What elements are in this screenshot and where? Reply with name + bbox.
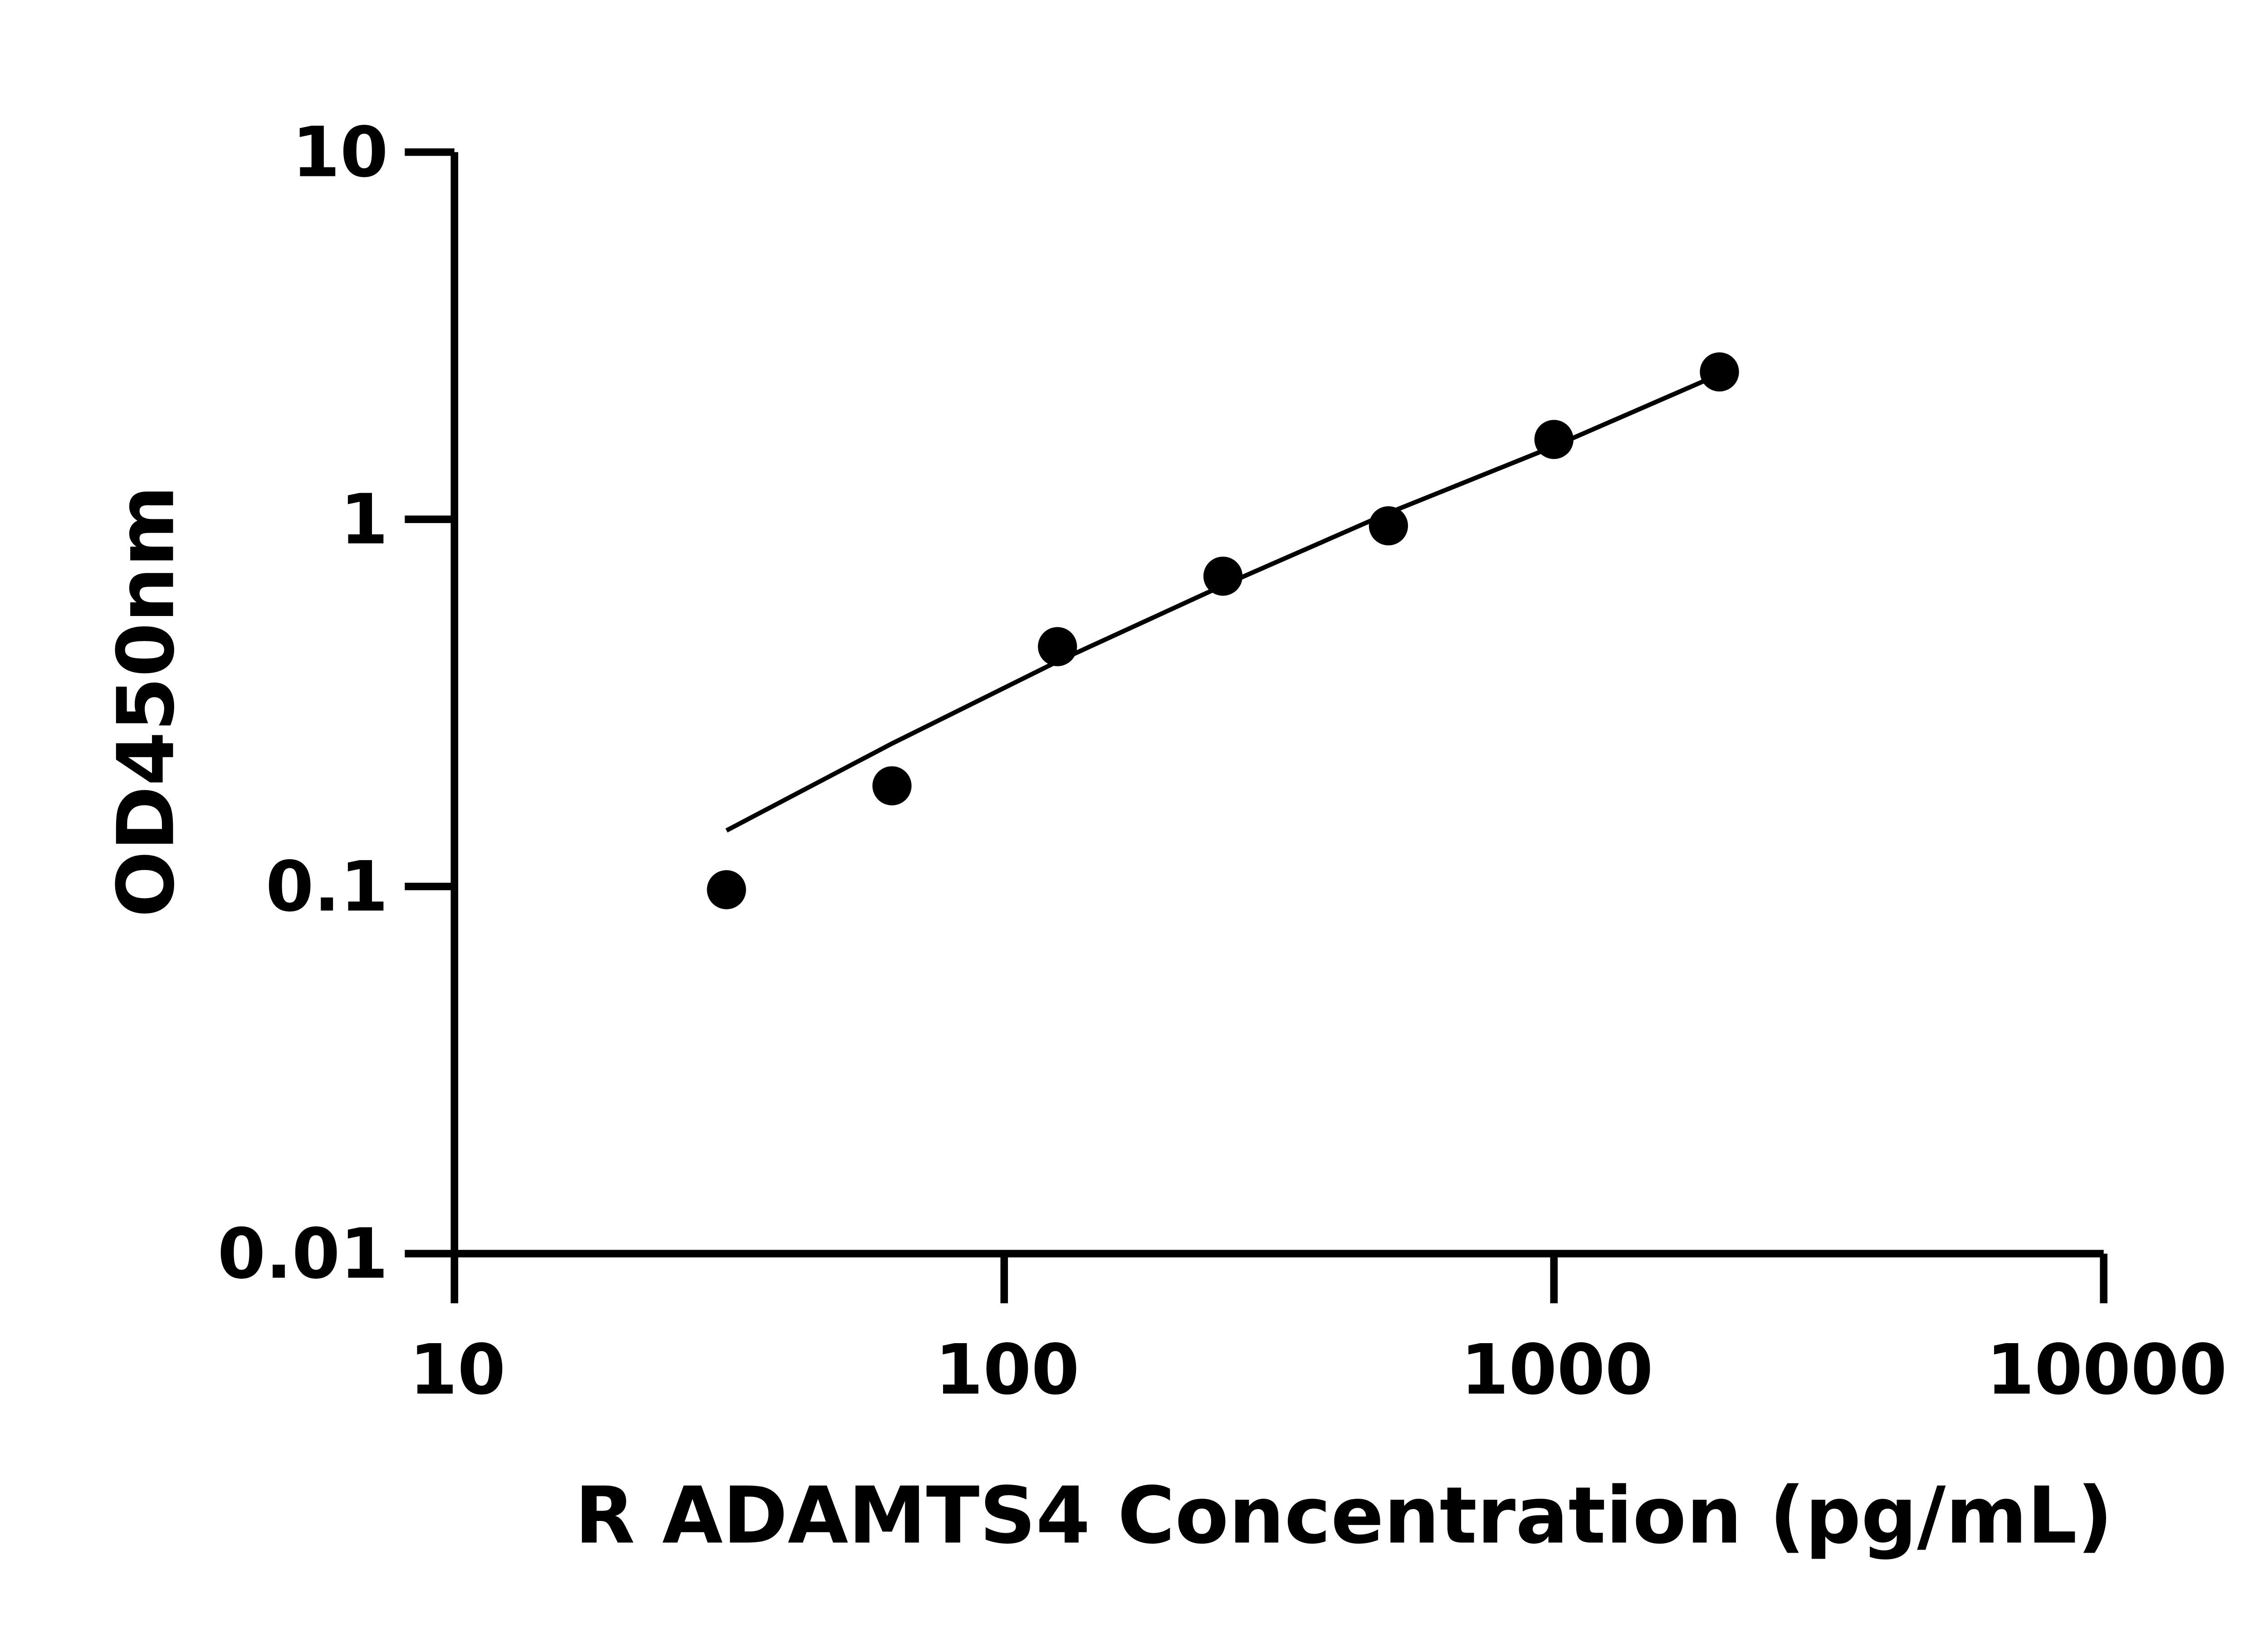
x-tick-label: 10000 [1986,1329,2227,1410]
data-point [1203,557,1243,596]
x-tick-label: 10 [409,1329,505,1410]
x-axis-label: R ADAMTS4 Concentration (pg/mL) [575,1470,2113,1561]
y-axis-label: OD450nm [101,485,192,917]
y-tick-label: 0.1 [266,846,388,927]
x-tick-label: 1000 [1461,1329,1653,1410]
y-tick-label: 1 [340,479,388,560]
data-point [707,870,746,909]
y-tick-label: 0.01 [217,1213,388,1294]
data-point [872,766,912,806]
data-point [1369,506,1408,546]
data-point [1700,352,1739,392]
y-tick-label: 10 [292,112,388,192]
axes: 10 100 1000 10000 0.01 0.1 1 10 [217,112,2227,1410]
data-point [1038,627,1077,666]
data-point [1534,420,1574,459]
x-tick-label: 100 [935,1329,1080,1410]
data-points [707,352,1739,909]
